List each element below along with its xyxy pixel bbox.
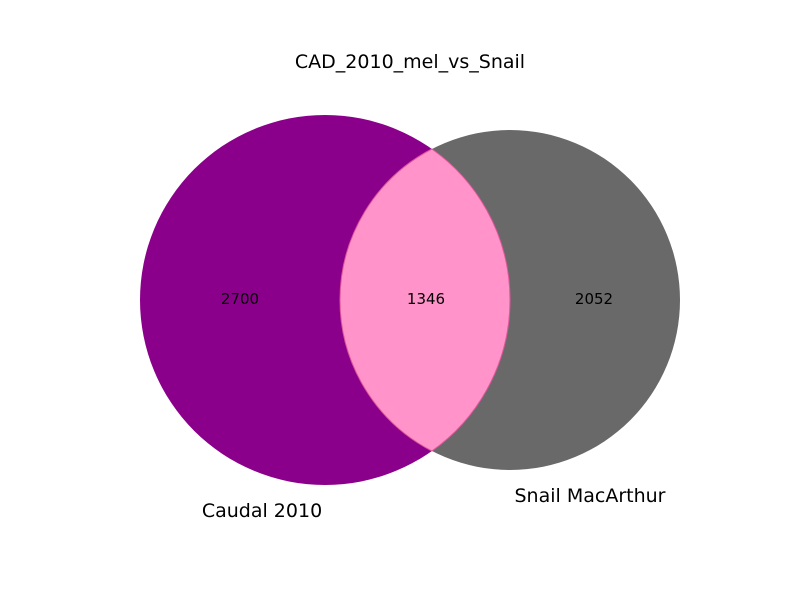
set-a-label: Caudal 2010 — [202, 500, 322, 522]
intersection-region — [339, 148, 511, 452]
diagram-title: CAD_2010_mel_vs_Snail — [295, 51, 525, 73]
set-a-only-count: 2700 — [221, 290, 259, 308]
intersection-count: 1346 — [407, 290, 445, 308]
set-b-only-count: 2052 — [575, 290, 613, 308]
set-b-label: Snail MacArthur — [515, 485, 666, 507]
